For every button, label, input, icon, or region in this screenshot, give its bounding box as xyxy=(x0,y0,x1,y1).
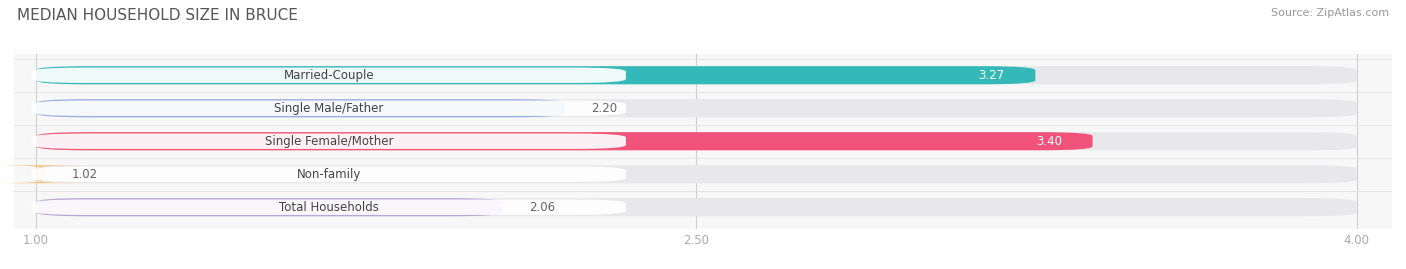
FancyBboxPatch shape xyxy=(32,101,626,116)
Text: MEDIAN HOUSEHOLD SIZE IN BRUCE: MEDIAN HOUSEHOLD SIZE IN BRUCE xyxy=(17,8,298,23)
FancyBboxPatch shape xyxy=(37,66,1035,84)
FancyBboxPatch shape xyxy=(37,66,1357,84)
Text: 3.40: 3.40 xyxy=(1036,135,1062,148)
Text: Total Households: Total Households xyxy=(278,201,378,214)
FancyBboxPatch shape xyxy=(0,165,89,183)
FancyBboxPatch shape xyxy=(32,167,626,182)
Text: Single Male/Father: Single Male/Father xyxy=(274,102,384,115)
Text: Married-Couple: Married-Couple xyxy=(284,69,374,82)
Text: 2.20: 2.20 xyxy=(591,102,617,115)
FancyBboxPatch shape xyxy=(32,200,626,215)
FancyBboxPatch shape xyxy=(37,198,503,216)
FancyBboxPatch shape xyxy=(37,198,1357,216)
FancyBboxPatch shape xyxy=(37,99,1357,117)
FancyBboxPatch shape xyxy=(32,68,626,83)
Text: 3.27: 3.27 xyxy=(979,69,1004,82)
Text: Single Female/Mother: Single Female/Mother xyxy=(264,135,394,148)
Text: Source: ZipAtlas.com: Source: ZipAtlas.com xyxy=(1271,8,1389,18)
Text: 1.02: 1.02 xyxy=(72,168,97,181)
FancyBboxPatch shape xyxy=(37,132,1357,150)
FancyBboxPatch shape xyxy=(37,99,564,117)
Text: 2.06: 2.06 xyxy=(529,201,555,214)
FancyBboxPatch shape xyxy=(37,132,1092,150)
Text: Non-family: Non-family xyxy=(297,168,361,181)
FancyBboxPatch shape xyxy=(37,165,1357,183)
FancyBboxPatch shape xyxy=(32,133,626,149)
